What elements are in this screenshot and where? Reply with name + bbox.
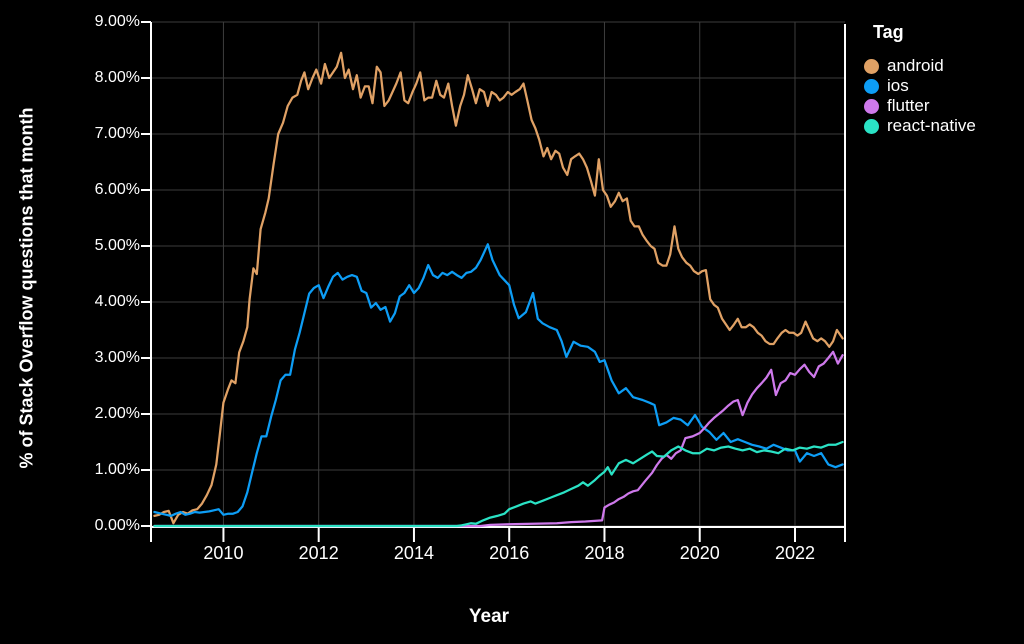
legend-label: react-native xyxy=(887,116,976,135)
android-series-color-dot-icon xyxy=(864,58,879,74)
x-axis-title: Year xyxy=(468,606,510,627)
ios-series-color-dot-icon xyxy=(864,78,879,94)
x-tick-label: 2012 xyxy=(298,543,339,563)
y-tick-label: 0.00% xyxy=(94,517,140,534)
y-tick-label: 2.00% xyxy=(94,405,140,422)
y-tick-label: 7.00% xyxy=(94,125,140,142)
series-line-ios xyxy=(153,243,844,518)
legend-label: android xyxy=(887,56,944,75)
legend-item-android: android xyxy=(864,56,976,76)
x-tick-label: 2020 xyxy=(679,543,720,563)
y-tick-label: 1.00% xyxy=(94,461,140,478)
series-line-react-native xyxy=(153,440,844,528)
y-axis-title: % of Stack Overflow questions that month xyxy=(16,107,37,469)
x-tick-label: 2016 xyxy=(489,543,530,563)
legend-item-ios: ios xyxy=(864,76,976,96)
series-line-android xyxy=(153,51,844,525)
flutter-series-color-dot-icon xyxy=(864,98,879,114)
legend-label: ios xyxy=(887,76,909,95)
legend-title: Tag xyxy=(873,22,904,42)
series-line-flutter xyxy=(153,350,844,528)
y-tick-label: 3.00% xyxy=(94,349,140,366)
y-tick-label: 6.00% xyxy=(94,181,140,198)
legend-item-flutter: flutter xyxy=(864,96,976,116)
legend: Tag android ios flutter react-native xyxy=(864,22,976,136)
legend-item-react-native: react-native xyxy=(864,116,976,136)
legend-label: flutter xyxy=(887,96,930,115)
y-tick-label: 5.00% xyxy=(94,237,140,254)
x-tick-label: 2022 xyxy=(774,543,815,563)
y-tick-label: 4.00% xyxy=(94,293,140,310)
x-tick-label: 2018 xyxy=(584,543,625,563)
react-native-series-color-dot-icon xyxy=(864,118,879,134)
x-tick-label: 2010 xyxy=(203,543,244,563)
y-tick-label: 8.00% xyxy=(94,69,140,86)
y-tick-label: 9.00% xyxy=(94,13,140,30)
x-tick-label: 2014 xyxy=(393,543,434,563)
